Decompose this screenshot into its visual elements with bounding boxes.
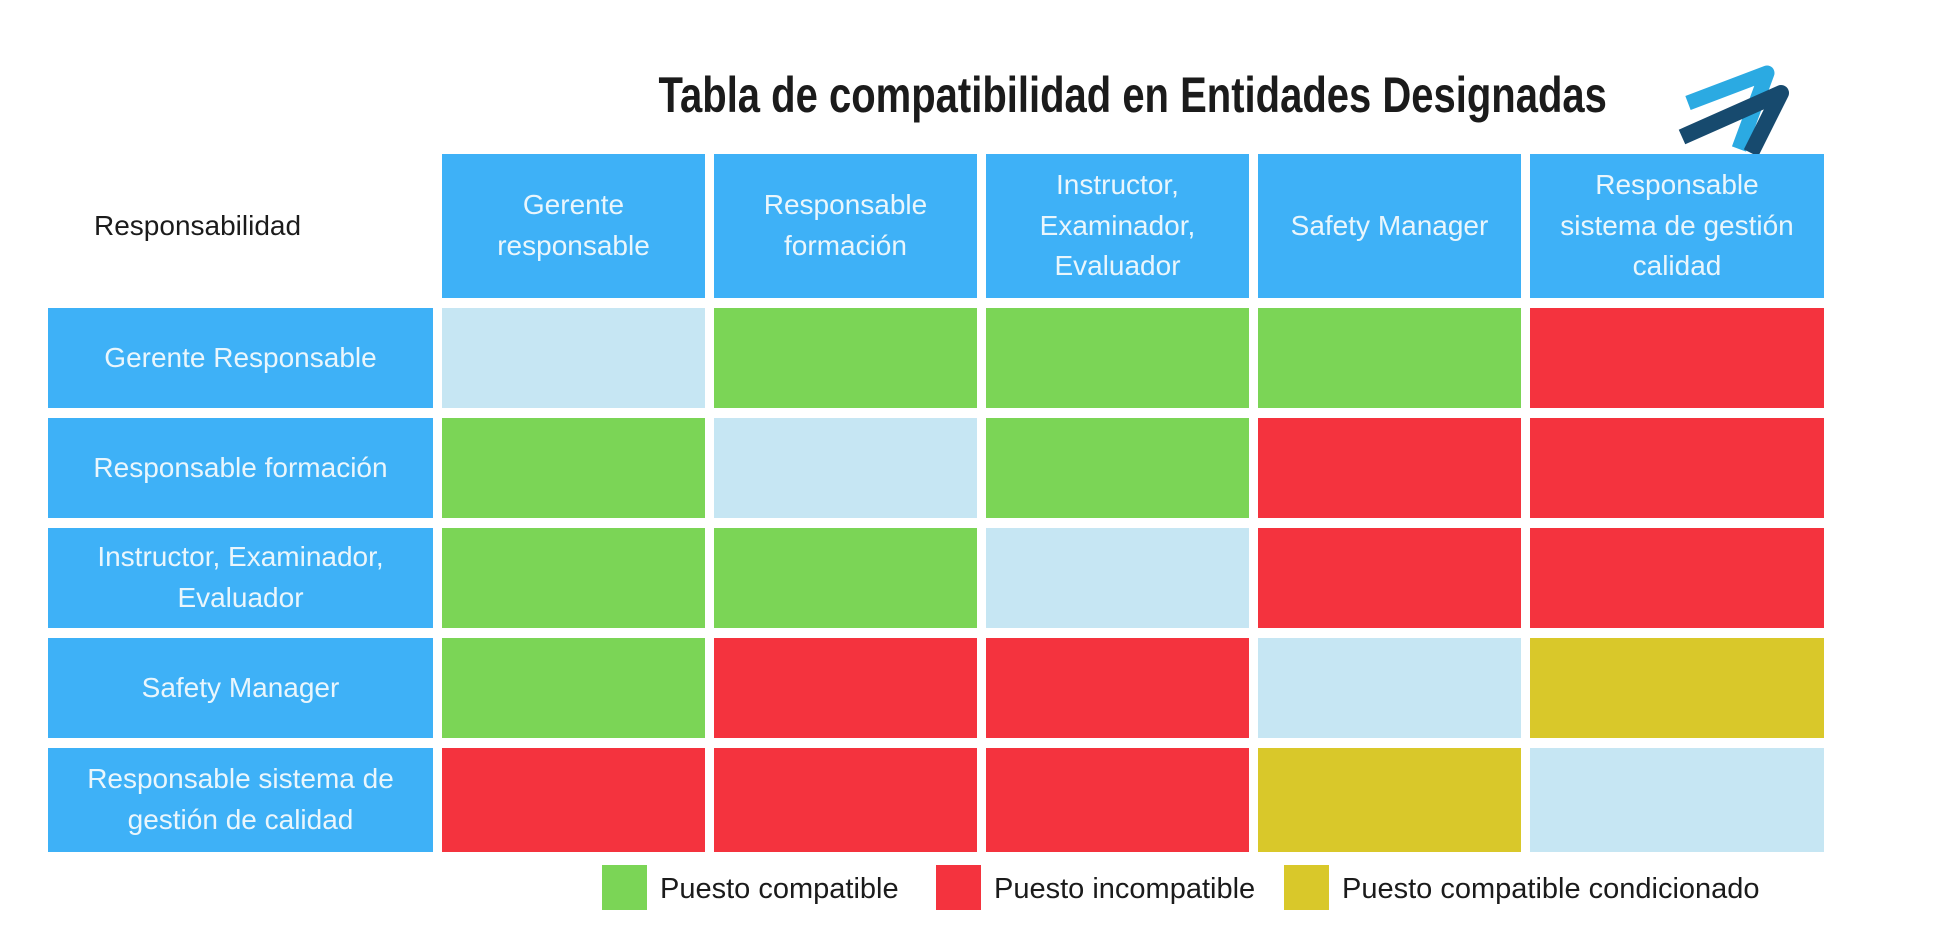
cell-compatible <box>442 418 705 518</box>
column-header: Safety Manager <box>1258 154 1521 298</box>
cell-compatible <box>1258 308 1521 408</box>
cell-incompatible <box>986 638 1249 738</box>
cell-conditional <box>1530 638 1824 738</box>
cell-incompatible <box>1530 418 1824 518</box>
cell-incompatible <box>442 748 705 852</box>
legend-item: Puesto compatible <box>602 863 899 912</box>
cell-self <box>1258 638 1521 738</box>
cell-incompatible <box>1258 528 1521 628</box>
legend-item: Puesto compatible condicionado <box>1284 863 1760 912</box>
page-title: Tabla de compatibilidad en Entidades Des… <box>540 68 1607 123</box>
cell-compatible <box>442 528 705 628</box>
column-header: Responsable formación <box>714 154 977 298</box>
cell-compatible <box>714 528 977 628</box>
row-label: Instructor, Examinador, Evaluador <box>48 528 433 628</box>
row-label: Gerente Responsable <box>48 308 433 408</box>
compatibility-grid: Responsabilidad Gerente responsable Respo… <box>48 154 1824 852</box>
cell-compatible <box>442 638 705 738</box>
corner-label: Responsabilidad <box>94 209 302 241</box>
cell-self <box>442 308 705 408</box>
row-label: Safety Manager <box>48 638 433 738</box>
legend-swatch-incompatible <box>936 865 981 910</box>
cell-incompatible <box>714 748 977 852</box>
cell-conditional <box>1258 748 1521 852</box>
cell-compatible <box>986 308 1249 408</box>
column-header: Instructor, Examinador, Evaluador <box>986 154 1249 298</box>
legend-swatch-conditional <box>1284 865 1329 910</box>
logo-dark-arrow-icon <box>1678 85 1789 154</box>
row-label: Responsable sistema de gestión de calida… <box>48 748 433 852</box>
column-header: Gerente responsable <box>442 154 705 298</box>
cell-incompatible <box>714 638 977 738</box>
logo-light-arrow-icon <box>1685 65 1775 152</box>
company-logo <box>1678 65 1789 154</box>
cell-compatible <box>714 308 977 408</box>
cell-self <box>986 528 1249 628</box>
column-header: Responsable sistema de gestión calidad <box>1530 154 1824 298</box>
cell-incompatible <box>986 748 1249 852</box>
legend-swatch-compatible <box>602 865 647 910</box>
legend-label: Puesto compatible condicionado <box>1342 873 1760 905</box>
cell-self <box>1530 748 1824 852</box>
page-title-text: Tabla de compatibilidad en Entidades Des… <box>658 67 1607 123</box>
row-label: Responsable formación <box>48 418 433 518</box>
legend-item: Puesto incompatible <box>936 863 1255 912</box>
cell-incompatible <box>1258 418 1521 518</box>
legend-label: Puesto compatible <box>660 873 899 905</box>
cell-incompatible <box>1530 308 1824 408</box>
cell-incompatible <box>1530 528 1824 628</box>
legend-label: Puesto incompatible <box>994 873 1256 905</box>
cell-compatible <box>986 418 1249 518</box>
cell-self <box>714 418 977 518</box>
